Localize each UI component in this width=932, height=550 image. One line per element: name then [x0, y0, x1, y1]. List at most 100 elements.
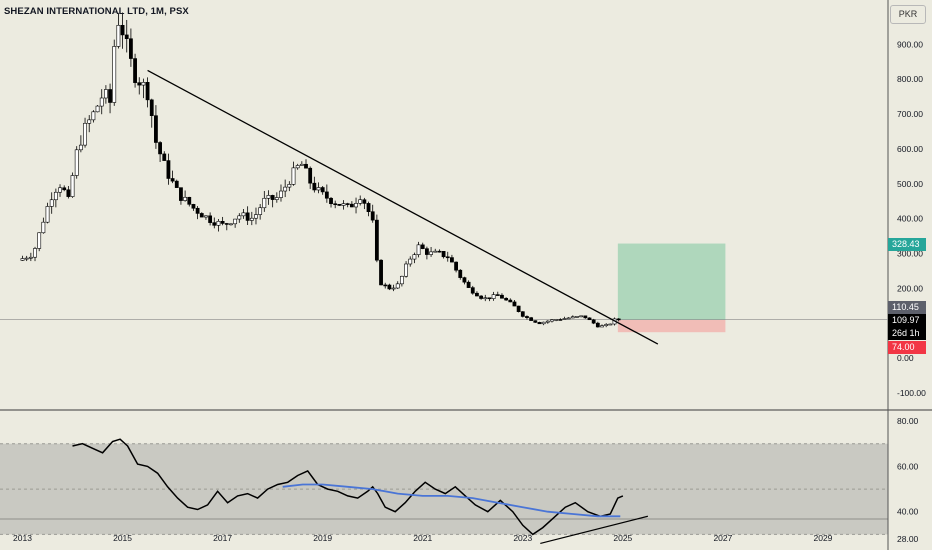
candle-body	[199, 213, 204, 218]
price-tick-label: 300.00	[897, 248, 923, 258]
candle-body	[191, 204, 196, 209]
candle-body	[166, 160, 171, 179]
candle-body	[266, 195, 271, 199]
rsi-line	[72, 438, 624, 536]
stop-price-label: 74.00	[888, 341, 926, 354]
price-tick-label: 400.00	[897, 214, 923, 224]
candle-body	[62, 187, 67, 191]
candle-body	[591, 319, 596, 324]
candle-body	[287, 184, 292, 188]
candle-body	[179, 187, 183, 201]
candle-body	[433, 250, 438, 253]
candle-body	[237, 215, 242, 220]
candle-body	[379, 259, 383, 286]
candle-body	[587, 317, 592, 321]
candle-body	[374, 219, 379, 261]
currency-button[interactable]: PKR	[890, 5, 926, 24]
candle-body	[483, 297, 488, 300]
candle-body	[366, 203, 371, 212]
trendline	[147, 69, 659, 345]
target-zone	[617, 243, 726, 320]
chart-title: SHEZAN INTERNATIONAL LTD, 1M, PSX	[4, 6, 189, 17]
price-tick-label: 700.00	[897, 109, 923, 119]
candle-body	[283, 186, 288, 192]
candle-body	[53, 191, 58, 201]
candle-body	[616, 318, 621, 321]
candle-body	[133, 58, 137, 83]
candle-body	[208, 215, 213, 223]
candle-body	[370, 211, 375, 221]
candle-body	[341, 203, 346, 206]
time-tick-label: 2017	[213, 533, 232, 543]
candle-body	[487, 297, 492, 300]
candle-body	[233, 218, 238, 225]
stop-zone	[617, 319, 726, 333]
candle-body	[554, 319, 559, 321]
candle-body	[349, 203, 354, 208]
candle-body	[504, 297, 509, 301]
candle-body	[420, 244, 425, 249]
candle-body	[124, 34, 129, 40]
candle-body	[362, 199, 367, 204]
candle-body	[566, 317, 571, 320]
candle-body	[262, 197, 267, 209]
candle-body	[245, 212, 250, 221]
candle-body	[399, 275, 404, 285]
countdown-label: 26d 1h	[888, 327, 926, 340]
candle-body	[37, 232, 42, 249]
candle-body	[87, 119, 92, 124]
candle-body	[224, 223, 229, 225]
candle-body	[495, 294, 500, 296]
candle-body	[470, 287, 475, 294]
candle-body	[108, 89, 112, 103]
candle-body	[33, 248, 37, 258]
candle-body	[337, 203, 342, 206]
time-tick-label: 2013	[13, 533, 32, 543]
candle-body	[579, 315, 584, 318]
candle-body	[204, 215, 208, 218]
time-tick-label: 2027	[713, 533, 732, 543]
time-tick-label: 2025	[613, 533, 632, 543]
candle-body	[383, 284, 388, 287]
candle-body	[475, 292, 479, 297]
candle-body	[212, 222, 217, 226]
price-tick-label: 600.00	[897, 144, 923, 154]
candle-body	[174, 180, 179, 188]
candle-body	[254, 214, 258, 219]
candle-body	[550, 319, 554, 322]
candle-body	[395, 283, 400, 289]
candle-body	[541, 321, 546, 325]
candle-body	[345, 203, 350, 205]
candle-body	[149, 99, 154, 116]
candle-body	[358, 199, 363, 204]
candle-body	[120, 24, 125, 36]
candle-body	[595, 322, 600, 328]
candle-body	[28, 256, 33, 259]
candle-body	[387, 284, 392, 290]
rsi-tick-label: 80.00	[897, 416, 919, 426]
candle-body	[74, 149, 79, 176]
candle-body	[404, 263, 408, 277]
candle-body	[320, 187, 325, 193]
candle-body	[304, 163, 308, 169]
candle-body	[95, 105, 100, 113]
candle-body	[429, 251, 433, 255]
candle-body	[312, 182, 317, 191]
candle-body	[570, 316, 575, 319]
candle-body	[529, 317, 534, 321]
candle-body	[137, 82, 142, 86]
candle-body	[103, 89, 108, 99]
rsi-tick-label: 28.00	[897, 534, 919, 544]
last-price-label: 109.97	[888, 314, 926, 327]
candle-body	[99, 97, 104, 107]
candle-body	[170, 178, 175, 182]
target-price-label: 328.43	[888, 238, 926, 251]
candle-body	[491, 294, 496, 299]
candle-body	[112, 46, 117, 103]
price-tick-label: 800.00	[897, 74, 923, 84]
candle-body	[445, 256, 450, 259]
candle-body	[458, 269, 463, 278]
candle-body	[416, 244, 421, 255]
rsi-support-line	[540, 515, 649, 545]
